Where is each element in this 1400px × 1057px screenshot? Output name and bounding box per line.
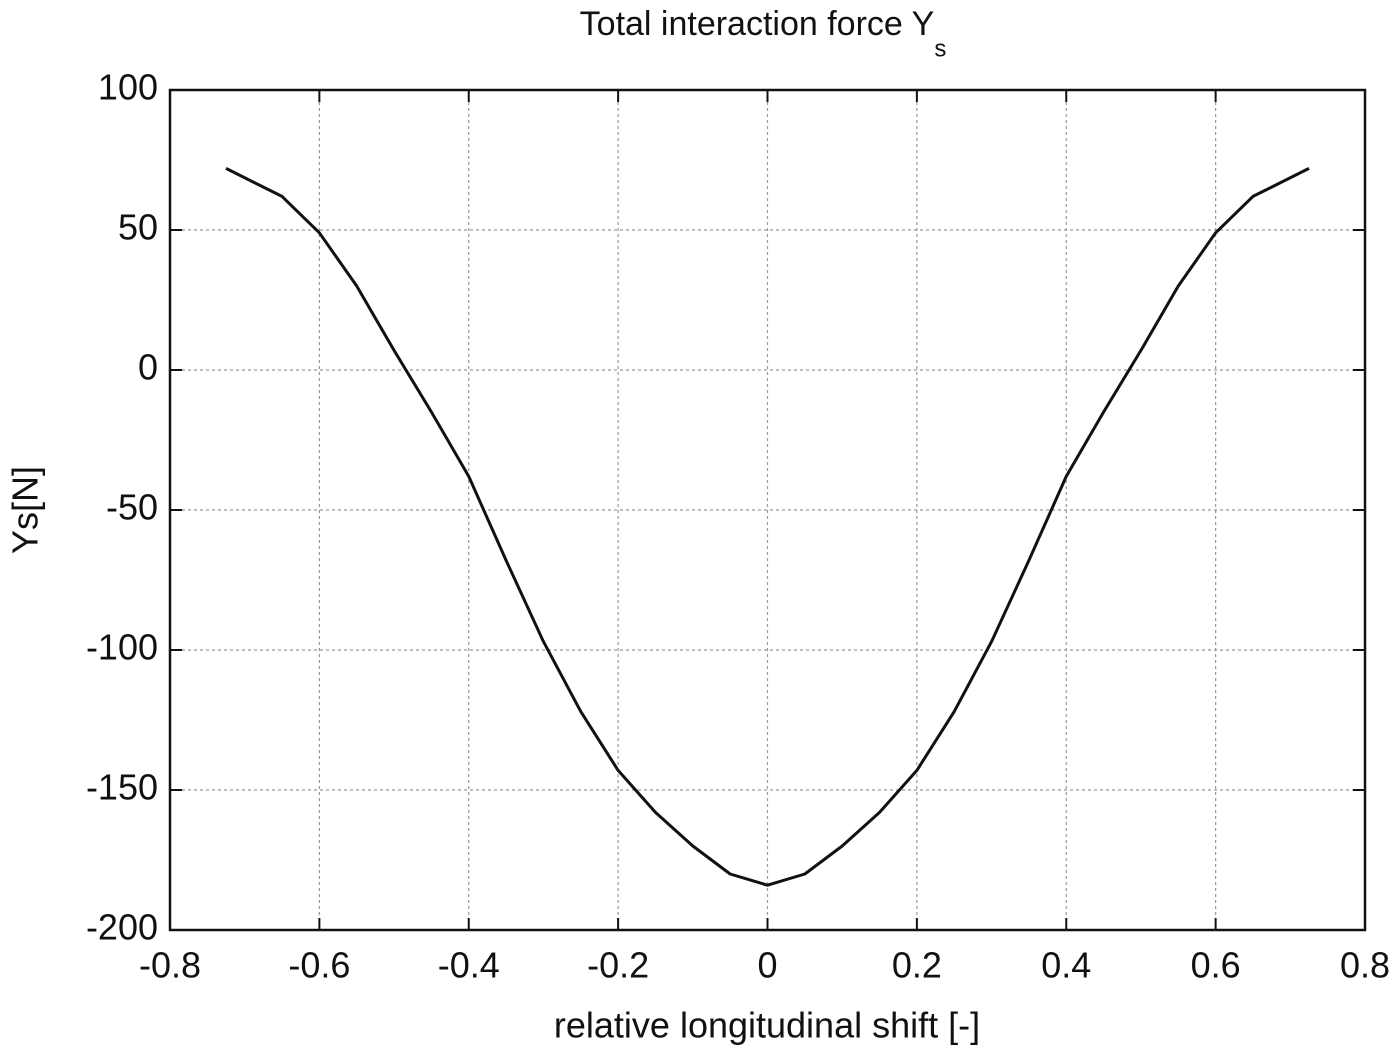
y-tick-label: 100 <box>98 67 158 108</box>
y-axis-label: Ys[N] <box>5 466 46 554</box>
x-tick-label: 0.2 <box>892 945 942 986</box>
y-tick-label: 0 <box>138 347 158 388</box>
y-tick-label: -50 <box>106 487 158 528</box>
chart-title-subscript: s <box>934 35 946 62</box>
y-tick-label: 50 <box>118 207 158 248</box>
line-series <box>225 167 1310 887</box>
x-tick-label: 0 <box>757 945 777 986</box>
plot-frame <box>168 88 1367 932</box>
y-tick-label: -150 <box>86 767 158 808</box>
x-tick-label: 0.6 <box>1191 945 1241 986</box>
x-tick-label: -0.2 <box>587 945 649 986</box>
x-axis-label: relative longitudinal shift [-] <box>554 1005 980 1046</box>
x-tick-label: 0.4 <box>1041 945 1091 986</box>
x-tick-label: 0.8 <box>1340 945 1390 986</box>
x-tick-label: -0.8 <box>139 945 201 986</box>
chart-title: Total interaction force Y <box>580 5 935 43</box>
x-tick-label: -0.4 <box>438 945 500 986</box>
y-tick-label: -200 <box>86 907 158 948</box>
y-tick-label: -100 <box>86 627 158 668</box>
x-tick-label: -0.6 <box>288 945 350 986</box>
